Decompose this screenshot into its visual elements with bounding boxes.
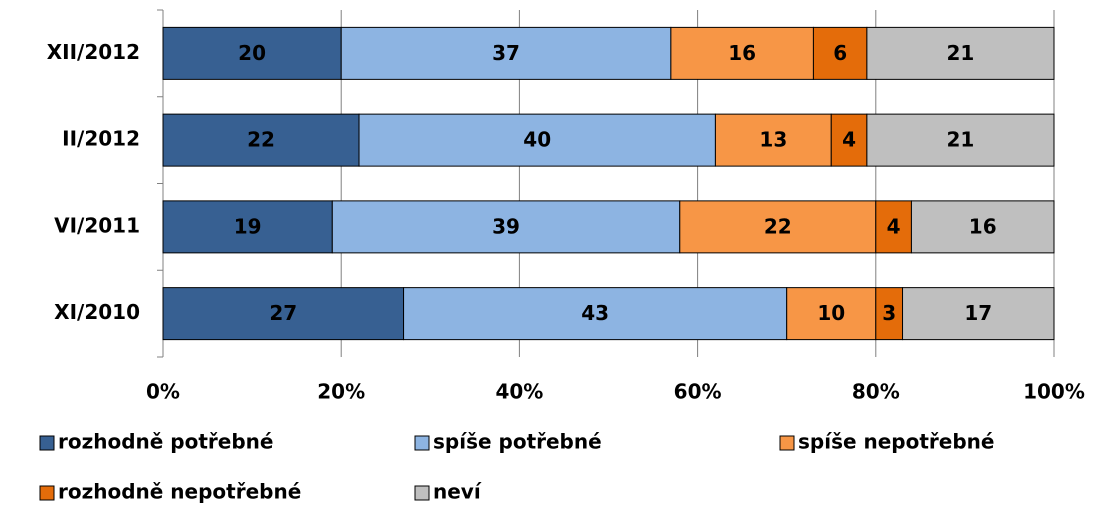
data-label: 21 — [947, 128, 975, 152]
data-label: 13 — [759, 128, 787, 152]
bar-segment — [875, 200, 912, 254]
legend-swatch — [39, 435, 55, 451]
data-label: 10 — [817, 301, 845, 325]
legend-swatch — [414, 435, 430, 451]
bar-segment — [331, 200, 681, 254]
bar-segment — [162, 113, 360, 167]
bar-segment — [162, 26, 342, 80]
data-label: 22 — [247, 128, 275, 152]
y-tick-label: XI/2010 — [54, 300, 140, 324]
bar-segment — [340, 26, 672, 80]
bar-segment — [830, 113, 868, 167]
legend-swatch — [39, 485, 55, 501]
data-label: 22 — [764, 214, 792, 238]
data-label: 40 — [523, 128, 551, 152]
data-label: 6 — [833, 41, 847, 65]
bar-segment — [902, 287, 1055, 341]
legend-label: neví — [433, 480, 482, 504]
bar-segment — [358, 113, 716, 167]
x-tick-label: 60% — [674, 380, 722, 404]
x-tick-label: 40% — [495, 380, 543, 404]
data-label: 16 — [969, 214, 997, 238]
legend-swatch — [779, 435, 795, 451]
x-tick-label: 100% — [1023, 380, 1085, 404]
x-tick-label: 80% — [852, 380, 900, 404]
data-label: 37 — [492, 41, 520, 65]
data-label: 39 — [492, 214, 520, 238]
legend-label: spíše potřebné — [433, 430, 602, 454]
data-label: 20 — [238, 41, 266, 65]
data-label: 4 — [842, 128, 856, 152]
data-label: 21 — [947, 41, 975, 65]
y-tick-label: XII/2012 — [47, 40, 140, 64]
legend-label: rozhodně nepotřebné — [58, 480, 301, 504]
bar-segment — [403, 287, 788, 341]
bar-segment — [162, 200, 333, 254]
bar-segment — [866, 26, 1055, 80]
legend-label: rozhodně potřebné — [58, 430, 273, 454]
bar-segment — [679, 200, 877, 254]
x-tick-label: 0% — [146, 380, 180, 404]
y-tick-label: VI/2011 — [54, 213, 140, 237]
bar-segment — [786, 287, 877, 341]
bar-segment — [866, 113, 1055, 167]
data-label: 43 — [581, 301, 609, 325]
data-label: 19 — [234, 214, 262, 238]
data-label: 27 — [269, 301, 297, 325]
legend-label: spíše nepotřebné — [798, 430, 994, 454]
data-label: 16 — [728, 41, 756, 65]
data-label: 3 — [882, 301, 896, 325]
bar-segment — [670, 26, 814, 80]
bar-segment — [162, 287, 405, 341]
y-tick-label: II/2012 — [62, 127, 140, 151]
data-label: 17 — [964, 301, 992, 325]
bar-segment — [812, 26, 868, 80]
data-label: 4 — [887, 214, 901, 238]
legend-swatch — [414, 485, 430, 501]
x-tick-label: 20% — [317, 380, 365, 404]
bar-segment — [910, 200, 1055, 254]
